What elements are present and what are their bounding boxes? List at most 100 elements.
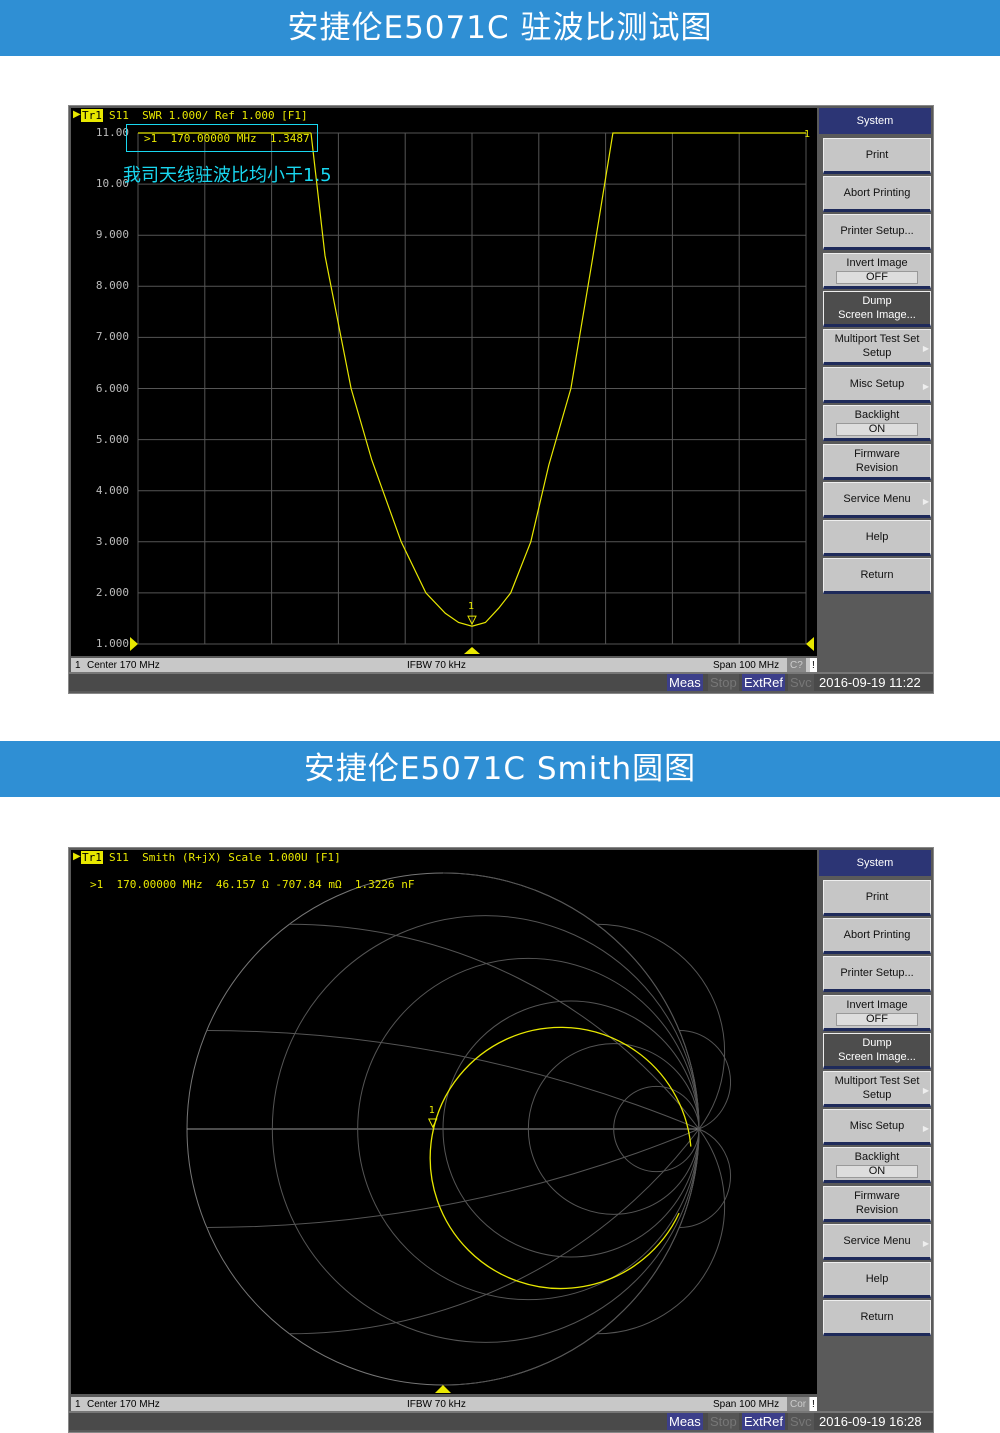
softkey-label: Service Menu — [843, 1234, 911, 1247]
reactance-arc — [596, 923, 726, 1130]
softkey-invert-image[interactable]: Invert Image OFF — [823, 252, 931, 289]
center-frequency[interactable]: Center 170 MHz — [87, 1399, 160, 1410]
softkey-label: Dump — [862, 1036, 892, 1049]
extref-indicator: ExtRef — [742, 1413, 786, 1430]
svc-indicator: Svc — [788, 1413, 814, 1430]
ifbw[interactable]: IFBW 70 kHz — [407, 1399, 466, 1410]
instrument-status-bar: Meas Stop ExtRef Svc 2016-09-19 11:22 — [69, 672, 933, 691]
meas-indicator: Meas — [667, 674, 703, 691]
softkey-misc-setup[interactable]: Misc Setup ▶ — [823, 367, 931, 404]
softkey-label: Print — [865, 149, 889, 161]
softkey-print[interactable]: Print — [823, 138, 931, 174]
softkey-label: Invert Image — [846, 998, 908, 1011]
y-tick-label: 4.000 — [95, 483, 129, 497]
correction-indicator: C? — [787, 658, 806, 673]
center-marker-arrow — [464, 647, 480, 654]
trace-header: S11 Smith (R+jX) Scale 1.000U [F1] — [109, 851, 341, 864]
softkey-return[interactable]: Return — [823, 1300, 931, 1337]
softkey-label: Service Menu — [843, 492, 911, 505]
y-tick-label: 7.000 — [95, 330, 129, 344]
softkey-label: Multiport Test Set — [834, 1075, 920, 1087]
correction-indicator: Cor — [787, 1397, 810, 1412]
swr-instrument-screen: 1 11.00 10.00 9.000 8.000 7.000 6.000 5.000 4.00… — [68, 105, 934, 694]
center-frequency[interactable]: Center 170 MHz — [87, 660, 160, 671]
date-time: 2016-09-19 16:28 — [819, 1414, 922, 1429]
softkey-label: Printer Setup... — [840, 967, 914, 980]
softkey-abort-printing[interactable]: Abort Printing — [823, 918, 931, 955]
y-tick-label: 10.00 — [95, 177, 129, 191]
softkey-value: OFF — [836, 270, 918, 284]
softkey-printer-setup-[interactable]: Printer Setup... — [823, 956, 931, 993]
span-frequency[interactable]: Span 100 MHz — [713, 1399, 780, 1410]
softkey-print[interactable]: Print — [823, 880, 931, 916]
swr-plot: 1 — [130, 129, 814, 654]
reference-right-arrow — [806, 637, 814, 651]
softkey-firmware[interactable]: Firmware Revision — [823, 1185, 931, 1222]
softkey-label: Print — [865, 891, 889, 903]
softkey-dump[interactable]: Dump Screen Image... — [823, 290, 931, 327]
trace-label[interactable]: Tr1 — [81, 109, 103, 122]
softkey-label: Abort Printing — [843, 929, 911, 942]
span-frequency[interactable]: Span 100 MHz — [713, 660, 780, 671]
y-tick-label: 6.000 — [95, 381, 129, 395]
softkey-misc-setup[interactable]: Misc Setup ▶ — [823, 1109, 931, 1146]
softkey-printer-setup-[interactable]: Printer Setup... — [823, 214, 931, 251]
smith-instrument-screen: ▶ Tr1 S11 Smith (R+jX) Scale 1.000U [F1]… — [68, 847, 934, 1433]
submenu-arrow-icon: ▶ — [922, 1238, 929, 1248]
trace-header: S11 SWR 1.000/ Ref 1.000 [F1] — [109, 109, 308, 122]
softkey-label: Misc Setup — [849, 378, 905, 391]
swr-banner: 安捷伦E5071C 驻波比测试图 — [0, 0, 1000, 56]
ifbw[interactable]: IFBW 70 kHz — [407, 660, 466, 671]
softkey-service-menu[interactable]: Service Menu ▶ — [823, 1223, 931, 1260]
softkey-backlight[interactable]: Backlight ON — [823, 405, 931, 442]
marker-readout: >1 170.00000 MHz 46.157 Ω -707.84 mΩ 1.3… — [90, 878, 415, 891]
softkey-label-2: Revision — [855, 461, 899, 474]
softkey-firmware[interactable]: Firmware Revision — [823, 443, 931, 480]
reactance-arc — [206, 1030, 700, 1130]
marker-number: 1 — [428, 1105, 435, 1116]
softkey-abort-printing[interactable]: Abort Printing — [823, 176, 931, 213]
right-end-label: 1 — [804, 129, 810, 140]
softkey-header: System — [819, 108, 931, 134]
softkey-label: Help — [865, 1273, 889, 1285]
softkey-header: System — [819, 850, 931, 876]
softkey-help[interactable]: Help — [823, 520, 931, 556]
softkey-label: Multiport Test Set — [834, 333, 920, 345]
reactance-arc — [679, 1128, 731, 1228]
softkey-label: Return — [860, 1311, 894, 1324]
softkey-service-menu[interactable]: Service Menu ▶ — [823, 481, 931, 518]
submenu-arrow-icon: ▶ — [922, 382, 929, 392]
softkey-label: Firmware — [854, 1189, 900, 1202]
softkey-dump[interactable]: Dump Screen Image... — [823, 1032, 931, 1069]
smith-chart — [186, 872, 731, 1393]
reactance-arc — [679, 1030, 731, 1130]
swr-plot-area: 1 11.00 10.00 9.000 8.000 7.000 6.000 5.000 4.00… — [71, 108, 817, 656]
trace-label[interactable]: Tr1 — [81, 851, 103, 864]
swr-trace — [138, 132, 806, 627]
softkey-return[interactable]: Return — [823, 558, 931, 595]
submenu-arrow-icon: ▶ — [922, 1086, 929, 1095]
channel-status-bar: 1 Center 170 MHz IFBW 70 kHz Span 100 MH… — [71, 658, 817, 673]
softkey-help[interactable]: Help — [823, 1262, 931, 1298]
stop-indicator: Stop — [708, 674, 739, 691]
softkey-label: Backlight — [854, 1151, 900, 1164]
smith-trace — [429, 1026, 692, 1290]
softkey-menu: System Print Abort Printing Printer Setu… — [819, 108, 931, 674]
softkey-value: ON — [836, 1165, 918, 1179]
channel-status-bar: 1 Center 170 MHz IFBW 70 kHz Span 100 MH… — [71, 1397, 817, 1412]
extref-indicator: ExtRef — [742, 674, 786, 691]
softkey-multiport-test-set[interactable]: Multiport Test Set Setup ▶ — [823, 329, 931, 365]
softkey-multiport-test-set[interactable]: Multiport Test Set Setup ▶ — [823, 1071, 931, 1107]
softkey-invert-image[interactable]: Invert Image OFF — [823, 994, 931, 1031]
softkey-label-2: Screen Image... — [838, 1050, 916, 1063]
smith-banner: 安捷伦E5071C Smith圆图 — [0, 741, 1000, 797]
y-tick-label: 1.000 — [95, 637, 129, 650]
y-tick-label: 2.000 — [95, 585, 129, 599]
softkey-label-2: Setup — [862, 347, 892, 359]
center-marker-arrow — [435, 1385, 451, 1393]
channel-number: 1 — [75, 660, 81, 671]
softkey-label: Abort Printing — [843, 187, 911, 200]
softkey-label-2: Revision — [855, 1203, 899, 1216]
softkey-backlight[interactable]: Backlight ON — [823, 1147, 931, 1184]
instrument-status-bar: Meas Stop ExtRef Svc 2016-09-19 16:28 — [69, 1411, 933, 1430]
